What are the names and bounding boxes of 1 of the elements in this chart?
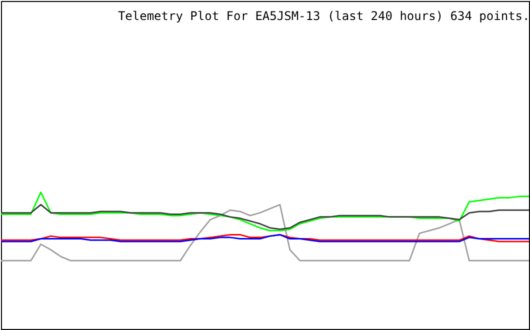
chart-title: Telemetry Plot For EA5JSM-13 (last 240 hours) 634 points. bbox=[118, 9, 530, 23]
